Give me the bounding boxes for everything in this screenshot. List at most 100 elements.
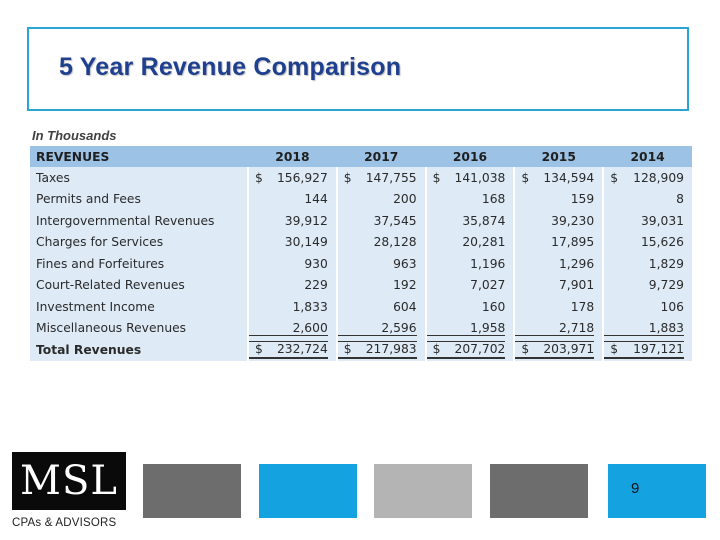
header-year: 2014 [630,149,665,164]
cell-value: 1,833 [292,299,328,314]
cell-value: 2,718 [558,320,595,335]
value-cell: 39,912 [247,210,337,232]
cell-value: 7,901 [558,278,595,293]
value-cell: 2,596 [335,317,426,339]
cell-value: 7,027 [470,278,506,293]
footer-block-gray [490,464,588,518]
cell-value: 35,874 [462,213,506,228]
row-label: Court-Related Revenues [36,278,185,293]
table-row: Taxes $156,927 $147,755 $141,038 $134,594 $12… [30,167,692,189]
cell-value: 232,724 [276,341,328,356]
value-cell: $217,983 [335,339,426,361]
cell-value: 2,600 [292,320,328,335]
value-cell: $128,909 [602,167,692,189]
value-cell: 1,958 [424,317,515,339]
row-label: Total Revenues [30,339,248,361]
value-cell: 1,196 [424,253,515,275]
value-cell: $197,121 [602,339,692,361]
value-cell: 37,545 [335,210,426,232]
value-cell: 1,829 [602,253,692,275]
table-row: Intergovernmental Revenues 39,912 37,545 35… [30,210,692,232]
cell-value: 1,829 [648,256,684,271]
currency-symbol: $ [432,341,441,356]
row-label: Permits and Fees [36,192,141,207]
cell-value: 15,626 [640,235,684,250]
cell-value: 178 [570,299,595,314]
title-frame: 5 Year Revenue Comparison [27,27,689,111]
cell-value: 106 [660,299,684,314]
currency-symbol: $ [432,170,441,185]
value-cell: 7,901 [513,274,604,296]
cell-value: 156,927 [276,170,328,185]
value-cell: 1,883 [602,317,692,339]
cell-value: 963 [393,256,417,271]
row-label: Charges for Services [36,235,164,250]
cell-value: 30,149 [284,235,328,250]
value-cell: 963 [335,253,426,275]
value-cell: $156,927 [247,167,337,189]
value-cell: 20,281 [424,231,515,253]
header-revenues: REVENUES [36,149,110,164]
currency-symbol: $ [343,341,352,356]
value-cell: 168 [424,188,515,210]
row-label: Intergovernmental Revenues [36,213,215,228]
cell-value: 134,594 [543,170,595,185]
value-cell: 2,600 [247,317,337,339]
row-label: Fines and Forfeitures [36,256,165,271]
value-cell: 200 [335,188,426,210]
header-year: 2015 [541,149,576,164]
header-year: 2017 [364,149,399,164]
cell-value: 39,912 [284,213,328,228]
value-cell: 192 [335,274,426,296]
cell-value: 39,031 [640,213,684,228]
cell-value: 930 [304,256,328,271]
cell-value: 229 [304,278,328,293]
cell-value: 1,958 [470,320,506,335]
value-cell: 30,149 [247,231,337,253]
cell-value: 160 [481,299,506,314]
value-cell: 39,230 [513,210,604,232]
table-row: Miscellaneous Revenues 2,600 2,596 1,958 2,7… [30,317,692,339]
value-cell: $207,702 [424,339,515,361]
value-cell: 39,031 [602,210,692,232]
value-cell: 604 [335,296,426,318]
cell-value: 8 [676,192,684,207]
footer-block-light-gray [374,464,472,518]
footer-block-blue [259,464,357,518]
cell-value: 1,196 [470,256,506,271]
cell-value: 147,755 [365,170,417,185]
cell-value: 128,909 [633,170,684,185]
units-caption: In Thousands [32,128,117,143]
cell-value: 1,296 [558,256,595,271]
value-cell: 159 [513,188,604,210]
slide-title: 5 Year Revenue Comparison [59,53,402,81]
value-cell: 930 [247,253,337,275]
value-cell: 144 [247,188,337,210]
value-cell: 2,718 [513,317,604,339]
value-cell: 8 [602,188,692,210]
table-row: Permits and Fees 144 200 168 159 8 [30,188,692,210]
value-cell: $203,971 [513,339,604,361]
cell-value: 159 [570,192,595,207]
value-cell: 229 [247,274,337,296]
row-label: Investment Income [36,299,155,314]
cell-value: 9,729 [648,278,684,293]
value-cell: 178 [513,296,604,318]
currency-symbol: $ [255,341,263,356]
currency-symbol: $ [255,170,263,185]
value-cell: $134,594 [513,167,604,189]
header-year: 2018 [275,149,310,164]
table-row: Charges for Services 30,149 28,128 20,281 17… [30,231,692,253]
footer-block-blue [608,464,706,518]
msl-logo: MSL [12,452,126,510]
currency-symbol: $ [343,170,352,185]
table-header-row: REVENUES 2018 2017 2016 2015 2014 [30,146,692,167]
cell-value: 217,983 [365,341,417,356]
cell-value: 207,702 [454,341,506,356]
currency-symbol: $ [610,170,619,185]
row-label: Miscellaneous Revenues [36,321,187,336]
value-cell: $147,755 [335,167,426,189]
total-row: Total Revenues $232,724 $217,983 $207,702 $2… [30,339,692,361]
currency-symbol: $ [521,341,530,356]
cell-value: 2,596 [381,320,417,335]
